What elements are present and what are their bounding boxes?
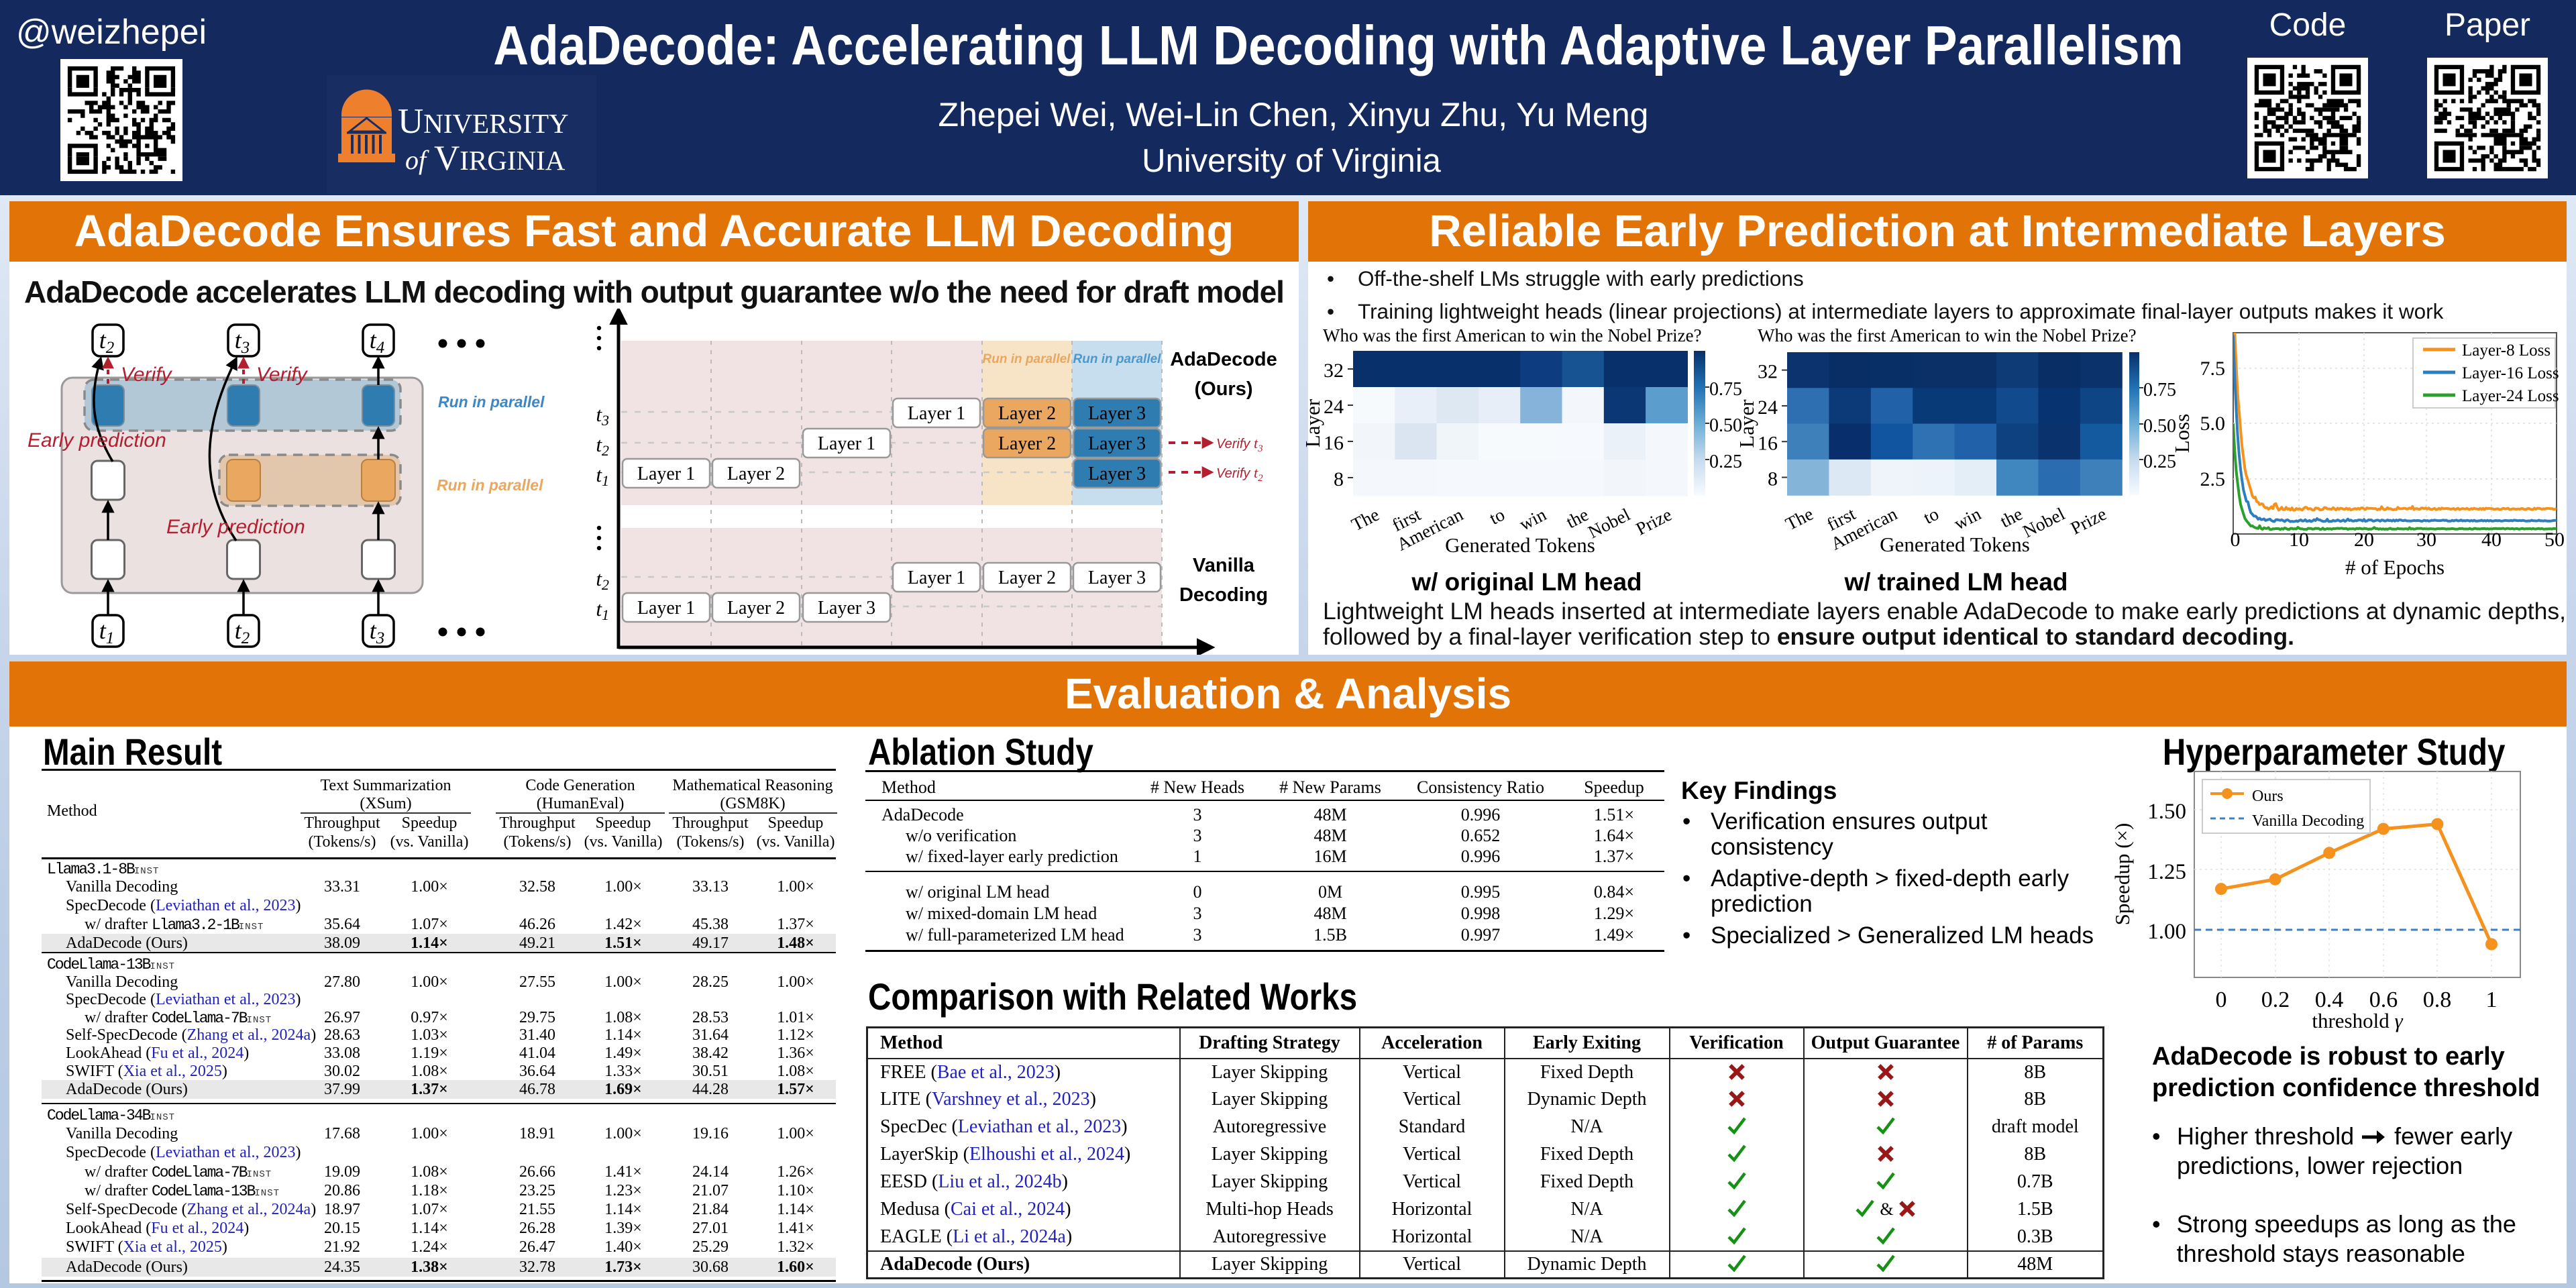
svg-text:Layer-16 Loss: Layer-16 Loss (2462, 364, 2559, 382)
svg-text:8: 8 (1768, 468, 1778, 490)
svg-text:30: 30 (2416, 529, 2436, 551)
svg-text:Layer-24 Loss: Layer-24 Loss (2462, 387, 2559, 405)
svg-text:8: 8 (1334, 468, 1344, 490)
svg-text:Run in parallel: Run in parallel (438, 393, 545, 411)
svg-text:Layer: Layer (1735, 399, 1758, 448)
svg-text:7.5: 7.5 (2200, 358, 2226, 380)
svg-text:40: 40 (2481, 529, 2502, 551)
svg-text:threshold γ: threshold γ (2312, 1009, 2403, 1032)
svg-text:0.4: 0.4 (2315, 987, 2344, 1012)
svg-text:0: 0 (2231, 529, 2241, 551)
svg-text:Layer 2: Layer 2 (998, 403, 1056, 424)
svg-text:24: 24 (1324, 396, 1344, 418)
svg-text:0.25: 0.25 (1709, 451, 1742, 472)
svg-text:Run in parallel: Run in parallel (1073, 352, 1162, 366)
svg-text:t1: t1 (596, 463, 609, 489)
svg-text:# of Epochs: # of Epochs (2345, 555, 2445, 579)
svg-text:1: 1 (2486, 987, 2498, 1012)
svg-text:16: 16 (1324, 432, 1344, 454)
svg-text:0.8: 0.8 (2423, 987, 2452, 1012)
svg-text:Layer 1: Layer 1 (818, 433, 875, 454)
svg-text:Layer 3: Layer 3 (1088, 464, 1146, 484)
svg-text:2.5: 2.5 (2200, 468, 2226, 490)
svg-text:Verify t3: Verify t3 (1216, 435, 1263, 454)
svg-text:0.50: 0.50 (1709, 415, 1742, 436)
svg-text:Verify: Verify (256, 364, 309, 386)
svg-text:of: of (405, 145, 429, 175)
svg-text:Layer 1: Layer 1 (908, 568, 965, 588)
svg-text:Vanilla: Vanilla (1193, 555, 1255, 576)
svg-text:Layer 3: Layer 3 (1088, 568, 1146, 588)
svg-text:t3: t3 (596, 402, 609, 429)
svg-text:0.50: 0.50 (2143, 416, 2176, 437)
svg-text:(Ours): (Ours) (1195, 378, 1253, 400)
svg-text:Layer 3: Layer 3 (1088, 433, 1146, 454)
svg-text:24: 24 (1758, 396, 1778, 419)
svg-text:Who was the first American to: Who was the first American to win the No… (1323, 325, 1702, 345)
svg-text:Run in parallel: Run in parallel (437, 476, 543, 494)
svg-text:0.75: 0.75 (2143, 380, 2176, 400)
svg-text:1.25: 1.25 (2147, 860, 2186, 884)
svg-text:5.0: 5.0 (2200, 413, 2226, 435)
svg-text:Loss: Loss (2170, 414, 2194, 453)
svg-text:Prize: Prize (2068, 504, 2110, 539)
svg-text:w/ trained LM head: w/ trained LM head (1843, 568, 2068, 596)
svg-text:Vanilla Decoding: Vanilla Decoding (2252, 812, 2364, 830)
svg-text:0.25: 0.25 (2143, 451, 2176, 472)
svg-text:w/ original LM head: w/ original LM head (1411, 568, 1642, 596)
svg-text:t2: t2 (596, 567, 609, 593)
svg-text:VIRGINIA: VIRGINIA (434, 139, 566, 178)
svg-text:Layer 1: Layer 1 (908, 403, 965, 424)
svg-text:Layer-8 Loss: Layer-8 Loss (2462, 341, 2551, 360)
svg-text:win: win (1516, 504, 1550, 534)
svg-text:UNIVERSITY: UNIVERSITY (398, 102, 569, 141)
svg-text:Layer 3: Layer 3 (818, 598, 875, 619)
svg-text:0: 0 (2216, 987, 2227, 1012)
svg-text:The: The (1348, 504, 1383, 535)
svg-text:1.50: 1.50 (2147, 800, 2186, 824)
svg-text:16: 16 (1758, 432, 1778, 454)
svg-text:Layer 2: Layer 2 (998, 433, 1056, 454)
svg-text:Prize: Prize (1633, 504, 1675, 539)
svg-text:1.00: 1.00 (2147, 920, 2186, 944)
svg-text:Speedup (×): Speedup (×) (2113, 823, 2134, 926)
svg-text:to: to (1486, 504, 1507, 529)
svg-text:0.75: 0.75 (1709, 379, 1742, 400)
svg-text:Who was the first American to: Who was the first American to win the No… (1758, 325, 2137, 345)
svg-text:AdaDecode: AdaDecode (1170, 349, 1277, 370)
svg-text:Early prediction: Early prediction (28, 429, 166, 451)
svg-text:Decoding: Decoding (1179, 584, 1268, 606)
svg-text:Layer 1: Layer 1 (637, 464, 695, 484)
svg-text:20: 20 (2354, 529, 2374, 551)
svg-text:t1: t1 (596, 597, 609, 623)
svg-text:The: The (1782, 504, 1817, 535)
svg-text:Layer 3: Layer 3 (1088, 403, 1146, 424)
svg-text:Generated Tokens: Generated Tokens (1445, 533, 1595, 557)
svg-text:to: to (1920, 504, 1941, 528)
svg-text:10: 10 (2289, 529, 2309, 551)
svg-text:0.2: 0.2 (2261, 987, 2290, 1012)
svg-text:Verify: Verify (121, 364, 173, 386)
svg-text:Layer 1: Layer 1 (637, 598, 695, 619)
svg-text:32: 32 (1324, 360, 1344, 382)
svg-text:Layer 2: Layer 2 (998, 568, 1056, 588)
svg-text:Verify t2: Verify t2 (1216, 464, 1263, 484)
svg-text:Layer 2: Layer 2 (727, 598, 785, 619)
svg-text:32: 32 (1758, 361, 1778, 383)
svg-text:t2: t2 (596, 433, 609, 459)
svg-text:Early prediction: Early prediction (166, 516, 305, 538)
svg-text:50: 50 (2544, 529, 2565, 551)
svg-text:win: win (1951, 503, 1984, 533)
svg-text:0.6: 0.6 (2369, 987, 2398, 1012)
svg-text:Generated Tokens: Generated Tokens (1880, 533, 2030, 556)
svg-text:Layer: Layer (1301, 398, 1324, 447)
svg-text:Ours: Ours (2252, 788, 2284, 805)
svg-text:Layer 2: Layer 2 (727, 464, 785, 484)
svg-text:Run in parallel: Run in parallel (983, 352, 1071, 366)
